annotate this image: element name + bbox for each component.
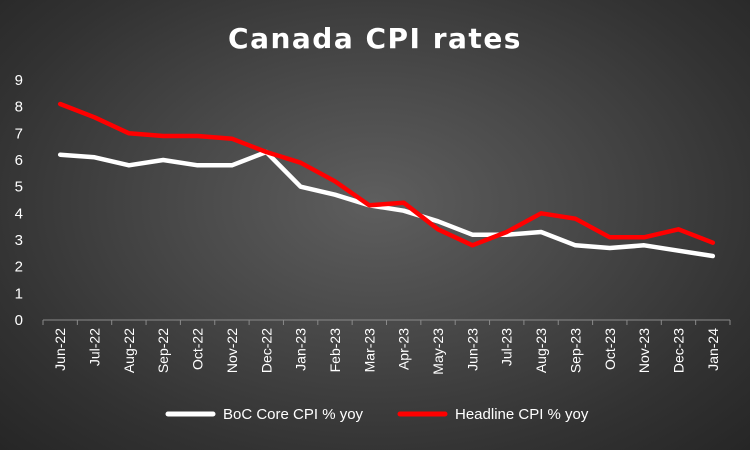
x-tick-label: Jul-23 <box>499 328 515 366</box>
y-tick-label: 9 <box>15 72 23 89</box>
x-tick-label: Feb-23 <box>327 328 343 373</box>
y-tick-label: 5 <box>15 179 23 196</box>
x-tick-label: Aug-22 <box>121 328 137 373</box>
headline-cpi-line <box>57 101 716 248</box>
x-tick-label: Sep-23 <box>567 328 583 373</box>
y-tick-label: 0 <box>15 312 23 329</box>
legend-core-label: BoC Core CPI % yoy <box>223 406 364 423</box>
legend-headline-label: Headline CPI % yoy <box>455 406 589 423</box>
x-tick-label: Apr-23 <box>396 328 412 370</box>
y-tick-label: 4 <box>15 205 23 222</box>
y-tick-label: 7 <box>15 125 23 142</box>
x-tick-label: Sep-22 <box>155 328 171 373</box>
x-tick-label: Jun-22 <box>52 328 68 371</box>
x-tick-label: Nov-23 <box>636 328 652 373</box>
x-tick-label: Nov-22 <box>224 328 240 373</box>
x-tick-label: Dec-23 <box>670 328 686 373</box>
core-cpi-line <box>57 149 716 259</box>
x-tick-label: Oct-23 <box>602 328 618 370</box>
x-tick-label: Jan-23 <box>293 328 309 371</box>
x-tick-label: Jan-24 <box>705 328 721 371</box>
y-tick-label: 3 <box>15 232 23 249</box>
x-tick-label: Mar-23 <box>361 328 377 373</box>
y-tick-label: 6 <box>15 152 23 169</box>
x-tick-label: Oct-22 <box>190 328 206 370</box>
x-tick-label: May-23 <box>430 328 446 375</box>
x-tick-label: Aug-23 <box>533 328 549 373</box>
x-tick-label: Jul-22 <box>87 328 103 366</box>
y-tick-label: 1 <box>15 285 23 302</box>
x-tick-label: Jun-23 <box>464 328 480 371</box>
chart-title: Canada CPI rates <box>228 22 522 55</box>
y-tick-label: 8 <box>15 99 23 116</box>
x-tick-label: Dec-22 <box>258 328 274 373</box>
y-tick-label: 2 <box>15 259 23 276</box>
